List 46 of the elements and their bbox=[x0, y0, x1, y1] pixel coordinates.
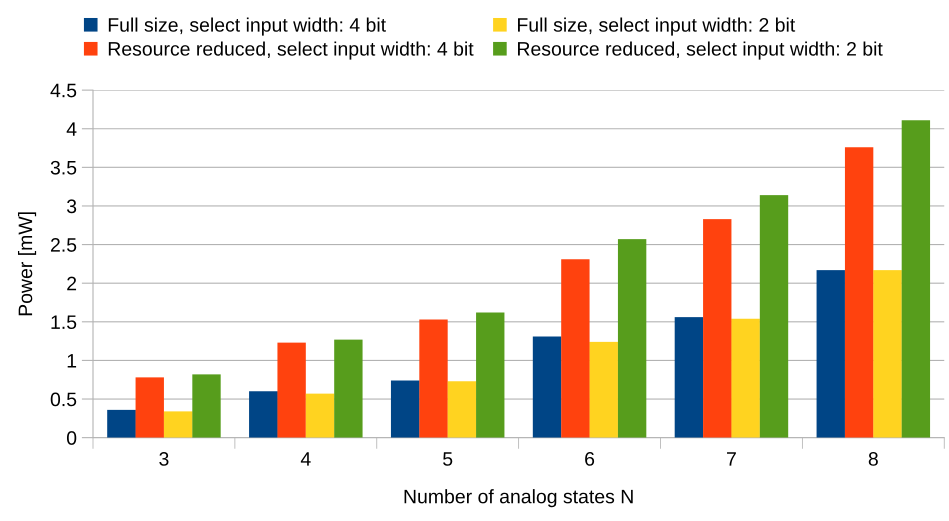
bar bbox=[902, 120, 930, 438]
bar bbox=[448, 381, 476, 438]
y-tick-label: 0.5 bbox=[50, 392, 76, 406]
y-tick-label: 3.5 bbox=[50, 160, 76, 175]
bar bbox=[703, 219, 732, 438]
bar bbox=[731, 318, 760, 438]
y-tick-label: 1 bbox=[68, 354, 76, 368]
bar bbox=[390, 380, 420, 438]
legend-label: Resource reduced, select input width: 2 bit bbox=[518, 41, 883, 60]
bar bbox=[107, 410, 136, 438]
legend-label: Full size, select input width: 4 bit bbox=[108, 18, 386, 36]
bar bbox=[306, 394, 334, 438]
x-axis-title: Number of analog states N bbox=[404, 489, 633, 508]
bar bbox=[532, 336, 562, 438]
bar bbox=[816, 270, 845, 438]
y-tick-label: 1.5 bbox=[51, 315, 76, 330]
bar bbox=[873, 270, 902, 438]
x-tick-label: 4 bbox=[300, 452, 311, 466]
legend-label: Full size, select input width: 2 bit bbox=[518, 18, 796, 36]
bar bbox=[618, 239, 646, 438]
bar bbox=[561, 259, 590, 438]
bar bbox=[334, 340, 363, 438]
x-tick-label: 5 bbox=[443, 452, 452, 466]
bar bbox=[590, 342, 618, 438]
bar bbox=[476, 312, 504, 438]
x-tick-label: 3 bbox=[159, 452, 168, 466]
bar bbox=[844, 147, 874, 438]
y-axis-title: Power [mW] bbox=[18, 212, 36, 316]
bar bbox=[136, 377, 164, 438]
bar bbox=[674, 317, 704, 438]
y-tick-label: 2 bbox=[67, 276, 76, 290]
bar bbox=[192, 374, 221, 438]
y-tick-label: 4 bbox=[66, 122, 76, 136]
bar bbox=[760, 195, 788, 438]
bar bbox=[277, 342, 306, 438]
bar bbox=[419, 319, 448, 438]
bar bbox=[249, 391, 278, 438]
x-tick-label: 7 bbox=[727, 452, 736, 466]
y-tick-label: 4.5 bbox=[50, 84, 76, 98]
x-tick-label: 8 bbox=[868, 452, 878, 466]
x-tick-label: 6 bbox=[585, 452, 594, 466]
y-tick-label: 3 bbox=[66, 199, 76, 214]
bar bbox=[164, 411, 192, 438]
y-tick-label: 0 bbox=[66, 431, 76, 445]
y-tick-label: 2.5 bbox=[50, 238, 76, 252]
legend-label: Resource reduced, select input width: 4 bit bbox=[108, 41, 474, 60]
